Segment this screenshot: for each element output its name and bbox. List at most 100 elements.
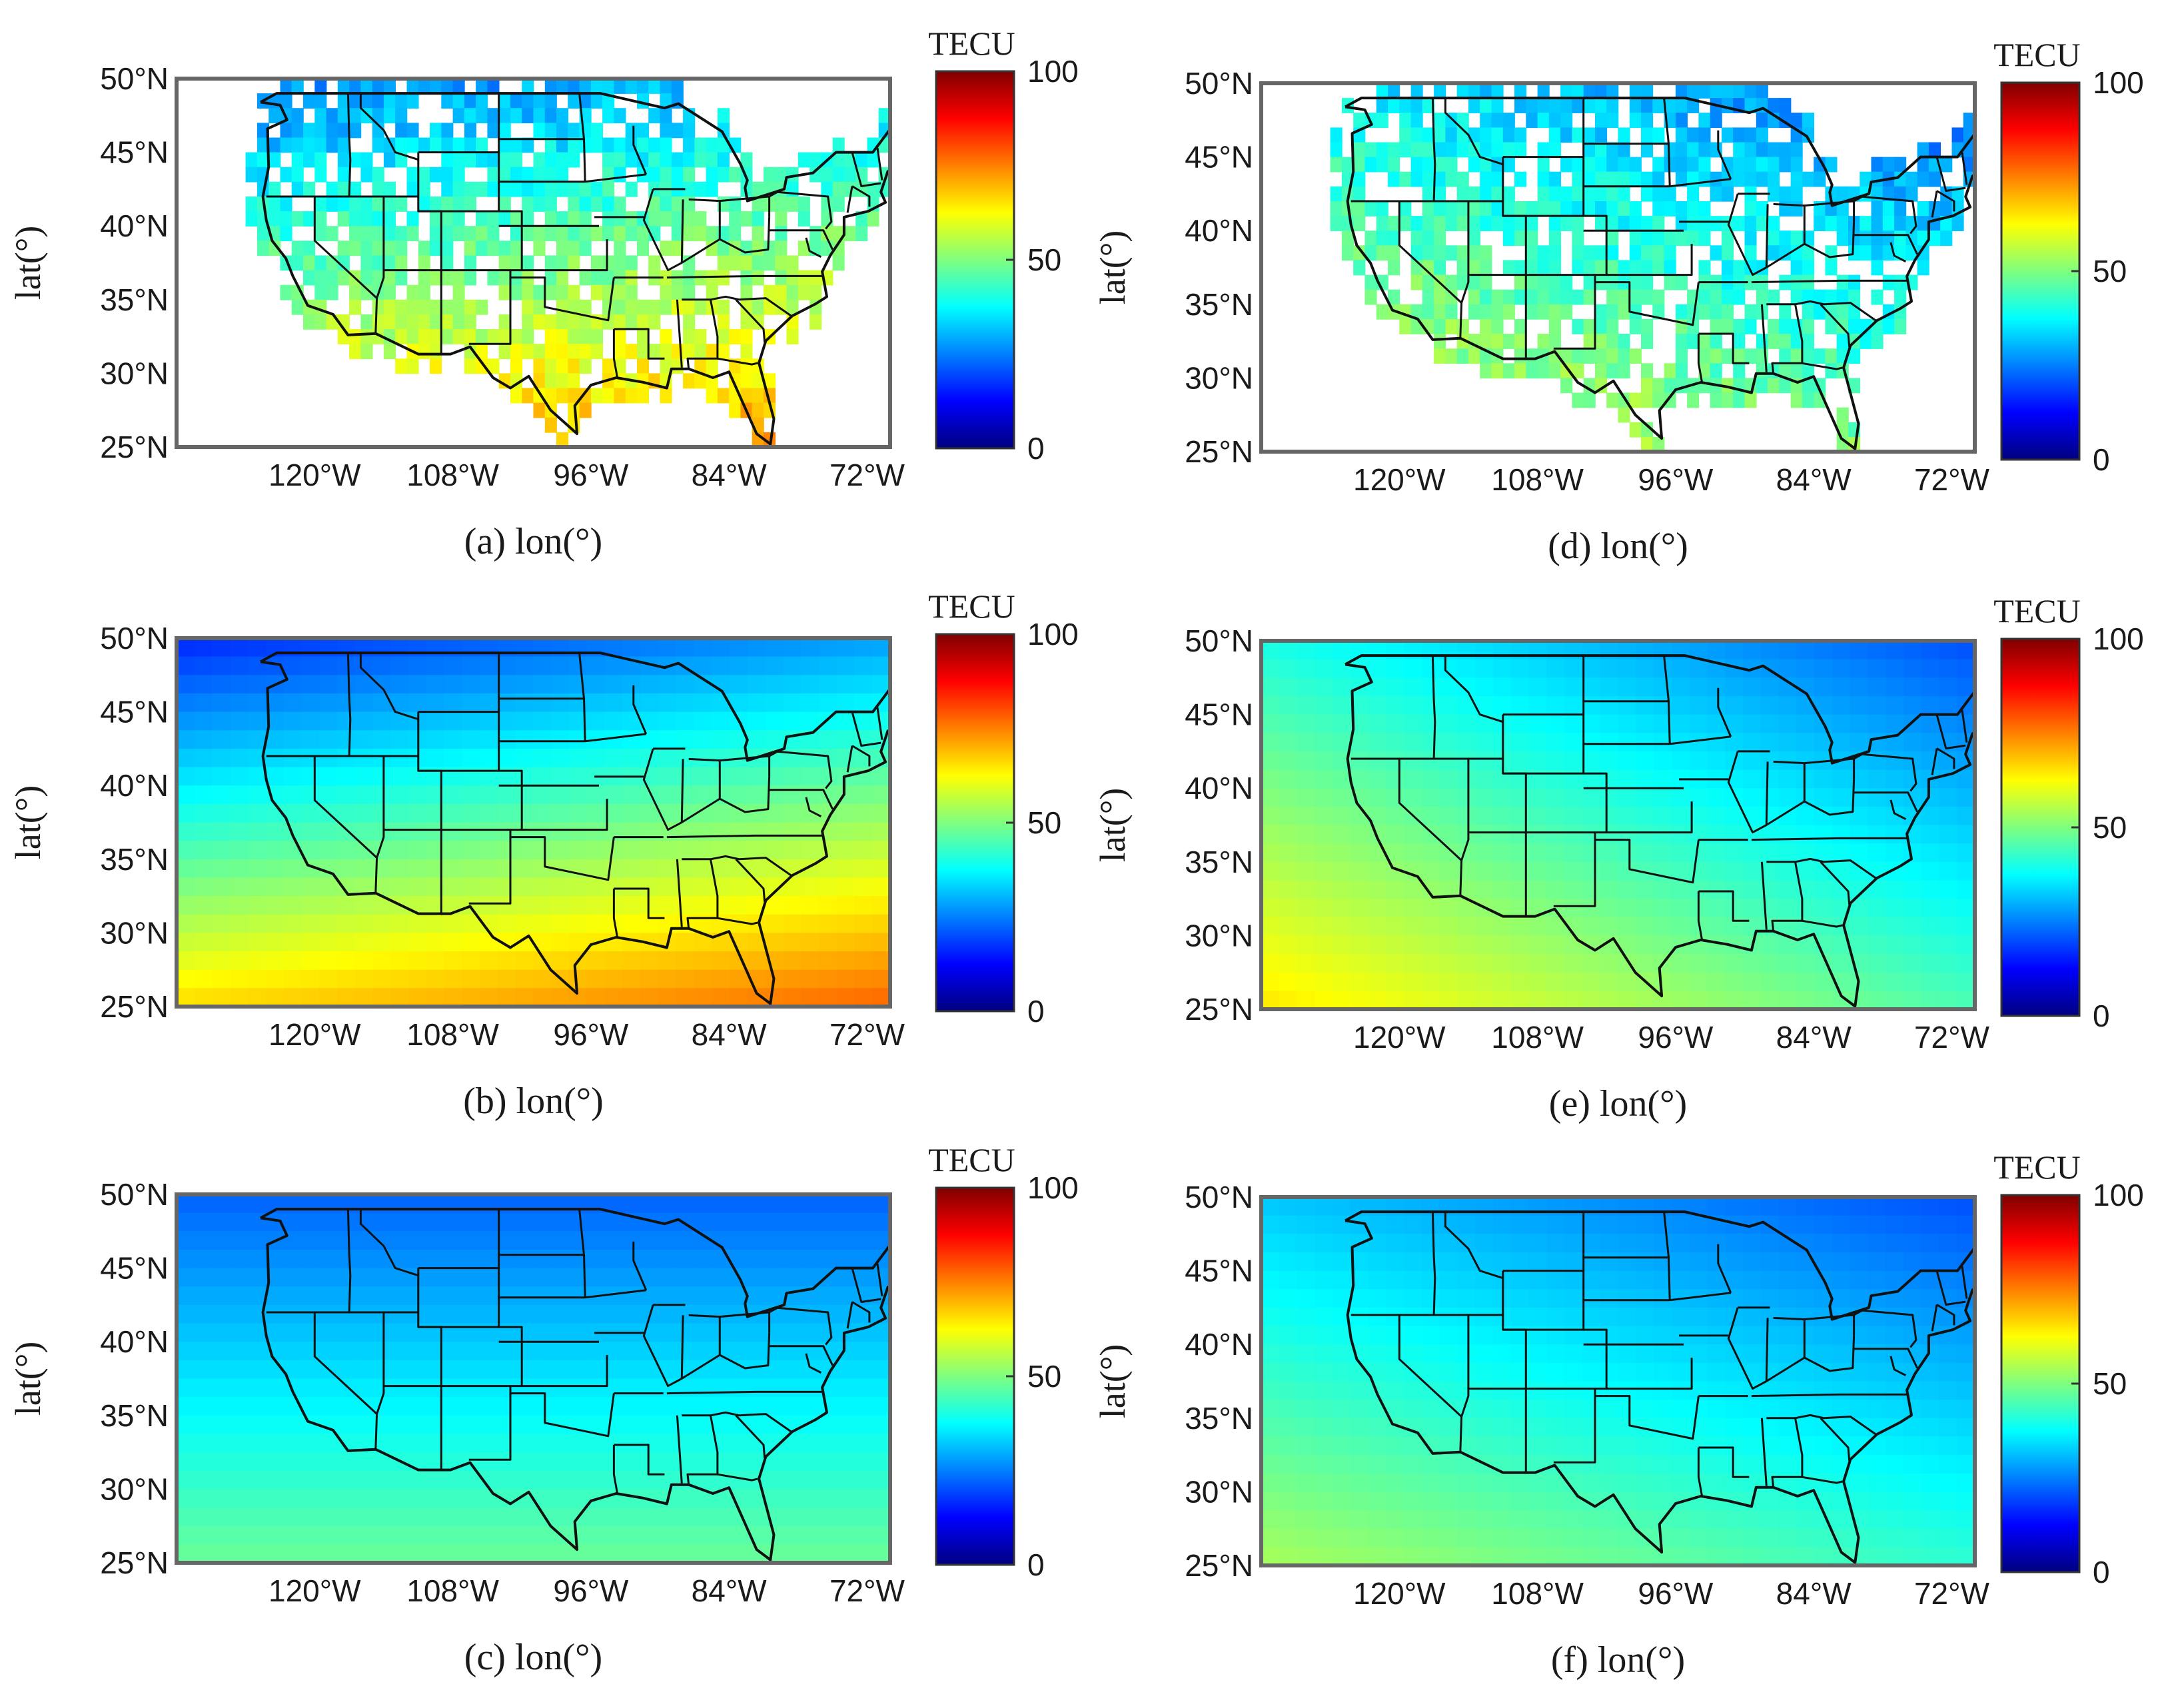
- tec-cell: [1886, 935, 1904, 955]
- tec-cell: [1404, 1344, 1422, 1364]
- tec-cell: [775, 197, 788, 212]
- tec-cell: [1903, 991, 1922, 1009]
- tec-cell: [1802, 113, 1814, 129]
- tec-cell: [1814, 1326, 1833, 1345]
- tec-cell: [319, 675, 338, 694]
- tec-cell: [319, 730, 338, 749]
- tec-cell: [349, 93, 362, 109]
- tec-cell: [1921, 1270, 1940, 1290]
- tec-cell: [1491, 186, 1504, 202]
- tec-cell: [337, 93, 350, 109]
- tec-cell: [480, 1304, 498, 1324]
- state-border: [614, 1444, 665, 1476]
- tec-cell: [426, 711, 445, 731]
- tec-cell: [556, 373, 569, 389]
- tec-cell: [194, 711, 213, 731]
- tec-cell: [801, 1342, 819, 1361]
- state-border: [1766, 857, 1877, 879]
- tec-cell: [319, 896, 338, 915]
- tec-cell: [556, 79, 569, 94]
- tec-cell: [648, 197, 661, 212]
- colorbar-title: TECU: [928, 25, 1015, 62]
- tec-cell: [349, 197, 362, 212]
- tec-cell: [1410, 142, 1423, 158]
- tec-cell: [418, 197, 430, 212]
- tec-cell: [533, 1250, 552, 1269]
- tec-cell: [622, 1286, 641, 1306]
- tec-cell: [544, 373, 557, 389]
- tec-cell: [1422, 1473, 1440, 1493]
- tec-cell: [658, 1286, 677, 1306]
- tec-cell: [1689, 1307, 1708, 1327]
- tec-cell: [622, 914, 641, 934]
- tec-cell: [515, 1525, 534, 1545]
- tec-cell: [212, 730, 231, 749]
- tec-cell: [1548, 186, 1561, 202]
- tec-cell: [533, 1397, 552, 1416]
- tec-cell: [354, 1452, 374, 1472]
- colorbar-tick-label: 0: [1027, 431, 1045, 466]
- colorbar-gradient: [2000, 638, 2081, 1017]
- tec-cell: [640, 1415, 659, 1435]
- tec-cell: [533, 841, 552, 860]
- tec-cell: [1860, 230, 1872, 246]
- tec-cell: [1261, 880, 1280, 899]
- tec-cell: [730, 896, 748, 915]
- tec-cell: [406, 181, 419, 197]
- tec-cell: [1548, 245, 1561, 261]
- tec-cell: [604, 1544, 624, 1563]
- tec-cell: [1733, 171, 1746, 187]
- tec-cell: [1606, 289, 1619, 305]
- tec-cell: [354, 1470, 374, 1490]
- tec-cell: [1582, 843, 1601, 863]
- tec-cell: [1297, 1455, 1316, 1474]
- tec-cell: [1376, 245, 1388, 261]
- tec-cell: [1546, 1197, 1565, 1216]
- tec-cell: [1434, 216, 1446, 231]
- tec-cell: [1600, 991, 1619, 1009]
- tec-cell: [622, 785, 641, 805]
- tec-cell: [1399, 318, 1412, 334]
- tec-cell: [1434, 334, 1446, 349]
- tec-cell: [843, 181, 856, 197]
- state-border: [1765, 204, 1769, 268]
- tec-cell: [1514, 260, 1527, 276]
- tec-cell: [1582, 1473, 1601, 1493]
- tec-cell: [1796, 1289, 1815, 1308]
- tec-cell: [326, 137, 338, 153]
- tec-cell: [1279, 843, 1298, 863]
- tec-cell: [1493, 880, 1512, 899]
- tec-cell: [230, 1194, 249, 1214]
- tec-cell: [1297, 696, 1316, 715]
- tec-cell: [854, 1212, 873, 1232]
- tec-cell: [832, 152, 845, 168]
- tec-cell: [586, 656, 606, 675]
- tec-cell: [533, 358, 546, 374]
- tec-cell: [1582, 1510, 1601, 1529]
- tec-cell: [1886, 825, 1904, 844]
- tec-cell: [515, 1397, 534, 1416]
- tec-cell: [683, 211, 696, 226]
- tec-cell: [464, 314, 476, 330]
- tec-cell: [177, 1250, 195, 1269]
- tec-cell: [568, 329, 580, 344]
- tec-cell: [372, 1304, 392, 1324]
- tec-cell: [462, 785, 480, 805]
- tec-cell: [1871, 245, 1884, 261]
- tec-cell: [694, 152, 707, 168]
- tec-cell: [480, 969, 498, 989]
- tec-cell: [1606, 201, 1619, 216]
- tec-cell: [1814, 899, 1833, 918]
- tec-cell: [319, 1250, 338, 1269]
- tec-cell: [1779, 186, 1792, 202]
- tec-cell: [1760, 1400, 1780, 1419]
- y-axis-label: lat(°): [1093, 230, 1133, 305]
- tec-cell: [1368, 1215, 1387, 1235]
- tec-cell: [1698, 230, 1711, 246]
- tec-cell: [1886, 1510, 1904, 1529]
- tec-cell: [660, 240, 672, 256]
- tec-cell: [510, 240, 523, 256]
- tec-cell: [498, 284, 511, 300]
- tec-cell: [1493, 1510, 1512, 1529]
- tec-cell: [1768, 171, 1780, 187]
